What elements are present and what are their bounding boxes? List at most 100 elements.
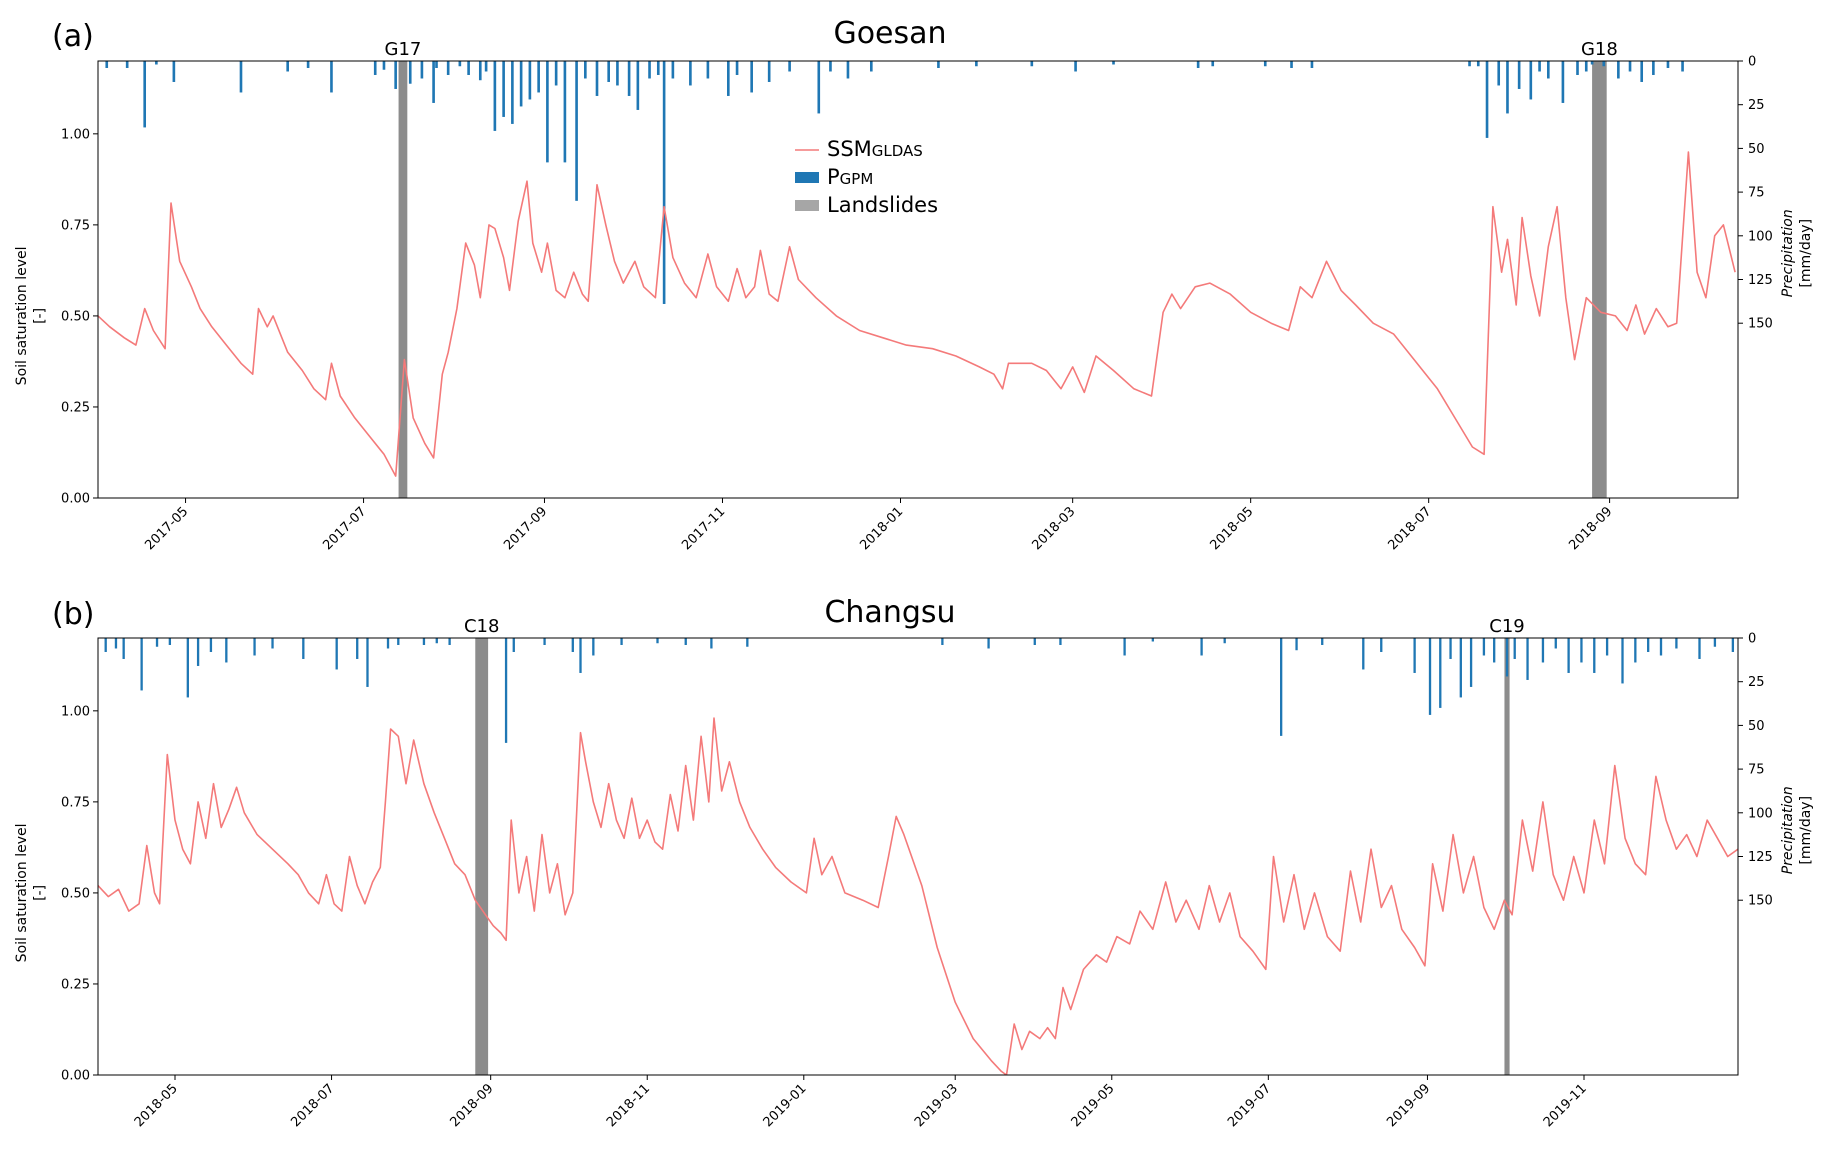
x-tick-label: 2019-11 — [1541, 1081, 1590, 1130]
precip-bar — [579, 638, 582, 673]
precip-bar — [1634, 638, 1637, 663]
precip-bar — [122, 638, 125, 659]
precip-bar — [1380, 638, 1383, 652]
precip-bar — [1561, 61, 1565, 103]
precip-bar — [1567, 638, 1570, 673]
precip-bar — [636, 61, 640, 110]
chart-title: Goesan — [833, 16, 946, 51]
precip-bar — [356, 638, 359, 659]
precip-bar — [563, 61, 567, 163]
precip-bar — [689, 61, 692, 86]
precip-bar — [1605, 638, 1609, 656]
right-axis-label: Precipitation — [1780, 209, 1796, 297]
precip-bar — [595, 61, 599, 96]
right-tick-label: 50 — [1748, 719, 1765, 734]
precip-bar — [1652, 61, 1655, 75]
precip-bar — [1621, 638, 1624, 684]
precip-bar — [386, 638, 390, 649]
right-tick-label: 50 — [1748, 142, 1765, 157]
precip-bar — [519, 61, 523, 107]
ssm-line — [98, 717, 1738, 1075]
precip-bar — [746, 638, 749, 647]
precip-bar — [155, 638, 159, 647]
precip-bar — [104, 638, 107, 652]
precip-bar — [987, 638, 990, 649]
x-tick-label: 2017-09 — [501, 504, 550, 553]
precip-bar — [1547, 61, 1550, 79]
precip-bar — [788, 61, 791, 72]
x-tick-label: 2018-11 — [604, 1081, 653, 1130]
x-tick-label: 2019-07 — [1225, 1081, 1274, 1130]
precip-bar — [1059, 638, 1062, 645]
x-tick-label: 2018-07 — [288, 1081, 337, 1130]
right-tick-label: 75 — [1748, 763, 1765, 778]
precip-bar — [448, 638, 451, 645]
precip-bar — [627, 61, 631, 96]
precip-bar — [1112, 61, 1115, 65]
legend-label-1: PGPM — [827, 165, 873, 189]
left-axis-unit: [-] — [32, 885, 48, 901]
precip-bar — [1482, 638, 1486, 656]
panel-letter: (a) — [52, 19, 94, 54]
precip-bar — [335, 638, 338, 670]
precip-bar — [1580, 638, 1583, 663]
precip-bar — [105, 61, 109, 68]
precip-bar — [458, 61, 462, 67]
left-tick-label: 0.00 — [61, 1069, 90, 1084]
precip-bar — [1529, 61, 1533, 100]
precip-bar — [239, 61, 243, 93]
precip-bar — [155, 61, 158, 65]
precip-bar — [869, 61, 873, 72]
precip-bar — [1640, 61, 1644, 82]
precip-bar — [1030, 61, 1034, 67]
precip-bar — [1497, 61, 1501, 86]
precip-bar — [484, 61, 488, 72]
right-tick-label: 125 — [1748, 273, 1773, 288]
precip-bar — [408, 61, 412, 84]
precip-bar — [172, 61, 176, 82]
precip-bar — [727, 61, 730, 96]
precip-bar — [975, 61, 978, 67]
right-tick-label: 0 — [1748, 632, 1756, 647]
legend-label-0: SSMGLDAS — [827, 137, 923, 161]
legend: SSMGLDAS PGPM Landslides — [795, 137, 938, 217]
precip-bar — [1513, 638, 1516, 659]
precip-bar — [1675, 638, 1678, 649]
x-tick-label: 2018-05 — [1207, 504, 1256, 553]
precip-bar — [196, 638, 200, 666]
precip-bar — [1526, 638, 1529, 680]
precip-bar — [846, 61, 850, 79]
precip-bar — [1290, 61, 1293, 68]
precip-bar — [1647, 638, 1650, 652]
precip-bar — [1074, 61, 1077, 72]
precip-bar — [1628, 61, 1632, 72]
precip-bar — [662, 61, 666, 304]
precip-bar — [656, 638, 659, 644]
plot-frame — [97, 60, 1739, 499]
landslide-label-C18: C18 — [464, 616, 499, 637]
legend-swatch-1 — [795, 172, 819, 183]
precip-bar — [1449, 638, 1452, 659]
precip-bar — [1428, 638, 1432, 715]
precip-bar — [446, 61, 450, 75]
right-axis-unit: [mm/day] — [1798, 796, 1814, 865]
precip-bar — [1413, 638, 1416, 673]
precip-bar — [394, 61, 397, 89]
precip-bar — [382, 61, 386, 70]
precip-bar — [537, 61, 540, 93]
precip-bar — [1666, 61, 1670, 68]
precip-bar — [1731, 638, 1735, 652]
precip-bar — [1617, 61, 1620, 79]
precip-bar — [671, 61, 675, 79]
precip-bar — [1476, 61, 1480, 67]
precip-bar — [435, 61, 438, 68]
precip-bar — [140, 638, 143, 691]
panel-changsu: (b) Changsu C18 C19 0.00 0.25 0.50 0.75 1.00 0 25 5… — [14, 595, 1814, 1130]
precip-bar — [616, 61, 619, 86]
precip-bar — [1659, 638, 1663, 656]
left-tick-label: 1.00 — [61, 704, 90, 719]
precip-bar — [1196, 61, 1200, 68]
precip-bar — [1505, 638, 1509, 677]
precip-bar — [941, 638, 944, 645]
precip-bar — [1280, 638, 1283, 736]
